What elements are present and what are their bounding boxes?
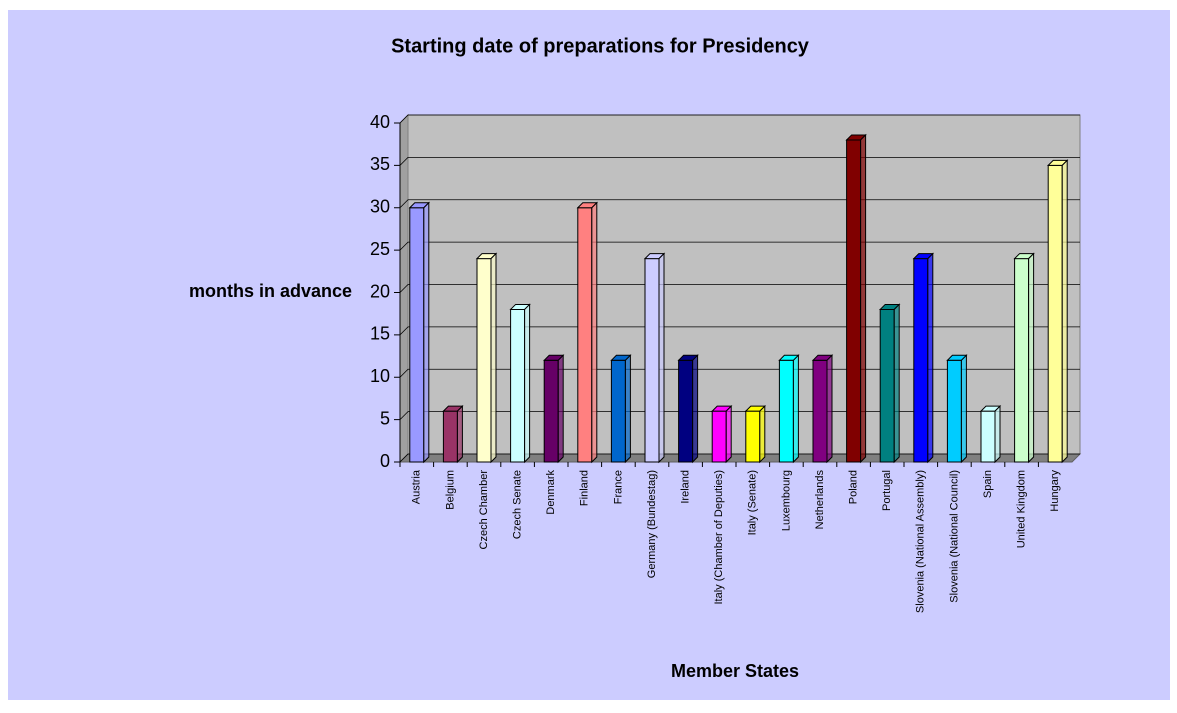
bar-side (994, 404, 1001, 464)
bar (812, 359, 828, 463)
x-tick-label: Finland (579, 470, 591, 506)
x-tick-label: Slovenia (National Council) (948, 470, 960, 603)
x-tick-label: Germany (Bundestag) (646, 470, 658, 578)
x-tick-label: Italy (Chamber of Deputies) (713, 470, 725, 605)
y-tick-label: 5 (380, 408, 390, 428)
bar-side (624, 354, 631, 464)
bar-side (725, 404, 732, 464)
bar-side (692, 354, 699, 464)
y-tick-label: 20 (370, 281, 390, 301)
bar-side (557, 354, 564, 464)
chart-title: Starting date of preparations for Presid… (391, 35, 810, 57)
bar-side (423, 201, 430, 464)
x-tick-label: Spain (982, 470, 994, 498)
bar-side (490, 252, 497, 464)
y-tick-label: 35 (370, 154, 390, 174)
y-tick-label: 40 (370, 112, 390, 132)
bar-side (826, 354, 833, 464)
bar (745, 410, 761, 463)
x-tick-label: Portugal (881, 470, 893, 511)
bar-side (860, 133, 867, 464)
bar (610, 359, 626, 463)
y-tick-label: 25 (370, 239, 390, 259)
y-tick-label: 30 (370, 197, 390, 217)
bar (1047, 164, 1063, 463)
x-tick-label: Denmark (545, 470, 557, 515)
bar-side (927, 252, 934, 464)
x-tick-label: Belgium (444, 470, 456, 510)
x-tick-label: Czech Chamber (478, 470, 490, 550)
x-tick-label: Netherlands (814, 470, 826, 530)
bar (913, 258, 929, 463)
bar (678, 359, 694, 463)
bar-side (456, 404, 463, 464)
y-axis-label: months in advance (189, 281, 352, 301)
x-tick-label: France (612, 470, 624, 504)
bar (980, 410, 996, 463)
x-tick-label: Slovenia (National Assembly) (915, 470, 927, 613)
y-tick-label: 0 (380, 451, 390, 471)
bar-side (960, 354, 967, 464)
bar-side (1028, 252, 1035, 464)
bar (1014, 258, 1030, 463)
bar (510, 308, 526, 463)
bar (946, 359, 962, 463)
bar (442, 410, 458, 463)
bar-side (792, 354, 799, 464)
bar (846, 139, 862, 463)
bar (711, 410, 727, 463)
y-tick-label: 15 (370, 324, 390, 344)
x-tick-label: Austria (411, 469, 423, 504)
x-tick-label: Poland (848, 470, 860, 504)
bar (879, 308, 895, 463)
bar (644, 258, 660, 463)
x-tick-label: Italy (Senate) (747, 470, 759, 535)
bar-side (658, 252, 665, 464)
y-tick-label: 10 (370, 366, 390, 386)
grid-line (399, 114, 1080, 124)
bar-side (524, 303, 531, 464)
bar (577, 207, 593, 463)
bar (409, 207, 425, 463)
bar-side (591, 201, 598, 464)
bar-side (759, 404, 766, 464)
bar-side (893, 303, 900, 464)
x-axis-label: Member States (671, 661, 799, 681)
x-tick-label: Czech Senate (512, 470, 524, 539)
x-tick-label: United Kingdom (1016, 470, 1028, 548)
bar (476, 258, 492, 463)
bar-side (1061, 159, 1068, 464)
x-tick-label: Ireland (680, 470, 692, 504)
x-tick-label: Luxembourg (780, 470, 792, 531)
floor (398, 453, 1082, 463)
bar (543, 359, 559, 463)
x-tick-label: Hungary (1049, 470, 1061, 512)
bar (778, 359, 794, 463)
